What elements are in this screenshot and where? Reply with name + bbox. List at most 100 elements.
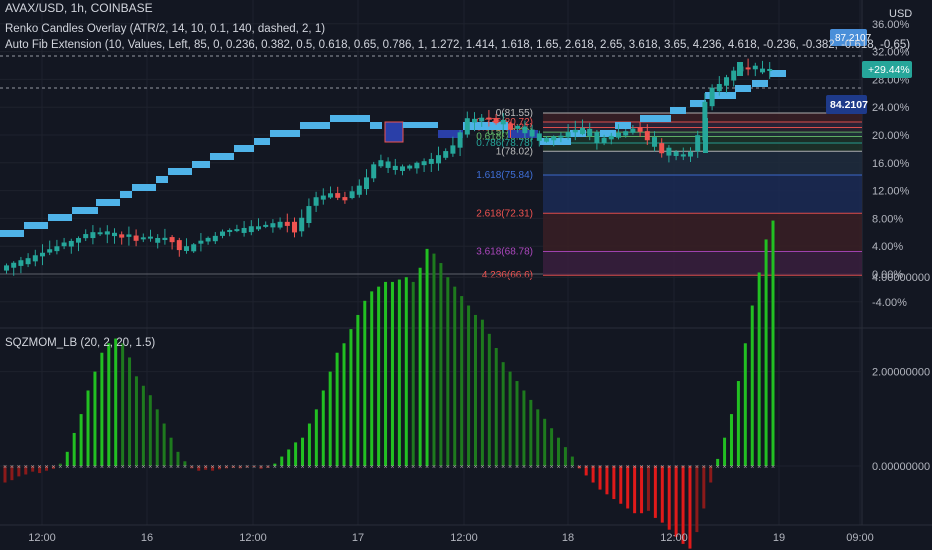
momentum-bar bbox=[10, 466, 14, 481]
candle-body bbox=[436, 155, 441, 164]
candle-body bbox=[688, 151, 693, 157]
renko-indicator-label[interactable]: Renko Candles Overlay (ATR/2, 14, 10, 0.… bbox=[5, 23, 326, 35]
fib-zone bbox=[543, 213, 862, 252]
candle-body bbox=[572, 129, 578, 133]
squeeze-dot: × bbox=[231, 464, 235, 471]
momentum-bar bbox=[557, 437, 561, 466]
candle-body bbox=[536, 133, 542, 141]
renko-brick bbox=[752, 80, 768, 87]
momentum-bar bbox=[626, 466, 630, 509]
y-axis-label: 36.00% bbox=[872, 19, 910, 31]
momentum-bar bbox=[487, 333, 491, 466]
squeeze-dot: × bbox=[17, 464, 21, 471]
renko-brick bbox=[48, 214, 72, 221]
squeeze-dot: × bbox=[72, 464, 76, 471]
squeeze-dot: × bbox=[460, 464, 464, 471]
badge-price-bg bbox=[826, 95, 867, 114]
renko-brick bbox=[330, 115, 348, 122]
fib-level-label: 2.618(72.31) bbox=[476, 208, 533, 219]
renko-brick bbox=[96, 199, 120, 206]
momentum-bar bbox=[633, 466, 637, 514]
candle-body bbox=[76, 238, 81, 243]
renko-brick bbox=[210, 153, 234, 160]
candle-body bbox=[148, 236, 153, 239]
squeeze-dot: × bbox=[439, 464, 443, 471]
momentum-bar bbox=[674, 466, 678, 537]
momentum-bar bbox=[743, 343, 747, 466]
momentum-bar bbox=[508, 371, 512, 466]
candle-body bbox=[155, 237, 161, 243]
momentum-bar bbox=[377, 286, 381, 466]
renko-brick bbox=[315, 122, 330, 129]
momentum-bar bbox=[100, 352, 104, 466]
squeeze-dot: × bbox=[709, 464, 713, 471]
squeeze-dot: × bbox=[646, 464, 650, 471]
squeeze-dot: × bbox=[626, 464, 630, 471]
renko-brick bbox=[370, 122, 382, 129]
squeeze-dot: × bbox=[176, 464, 180, 471]
squeeze-dot: × bbox=[563, 464, 567, 471]
fib-level-label: 0.786(78.78) bbox=[476, 138, 533, 149]
renko-brick bbox=[735, 85, 751, 92]
squeeze-dot: × bbox=[321, 464, 325, 471]
squeeze-dot: × bbox=[31, 464, 35, 471]
candle-body bbox=[443, 151, 449, 158]
renko-brick bbox=[254, 138, 270, 145]
squeeze-dot: × bbox=[674, 464, 678, 471]
squeeze-dot: × bbox=[3, 464, 7, 471]
momentum-bar bbox=[515, 381, 519, 466]
candle-body bbox=[428, 158, 434, 164]
momentum-bar bbox=[667, 466, 671, 530]
y-axis-label: 0.00% bbox=[872, 269, 903, 281]
momentum-bar bbox=[688, 466, 692, 549]
candle-body bbox=[486, 117, 492, 120]
squeeze-dot: × bbox=[543, 464, 547, 471]
candle-body bbox=[529, 129, 535, 137]
momentum-bar bbox=[418, 267, 422, 466]
momentum-bar bbox=[640, 466, 644, 514]
candle-body bbox=[457, 132, 463, 148]
squeeze-dot: × bbox=[211, 464, 215, 471]
momentum-bar bbox=[736, 381, 740, 466]
fib-level-label: 0.618(79.38) bbox=[476, 132, 533, 143]
squeeze-dot: × bbox=[639, 464, 643, 471]
candle-body bbox=[256, 226, 261, 230]
squeeze-dot: × bbox=[266, 464, 270, 471]
momentum-bar bbox=[681, 466, 685, 544]
candle-body bbox=[724, 77, 729, 86]
momentum-bar bbox=[252, 466, 256, 467]
sqzmom-indicator-label[interactable]: SQZMOM_LB (20, 2, 20, 1.5) bbox=[5, 337, 156, 349]
momentum-bar bbox=[702, 466, 706, 509]
candle-body bbox=[68, 240, 74, 247]
candle-body bbox=[263, 224, 269, 227]
candle-body bbox=[335, 193, 341, 198]
symbol-title[interactable]: AVAX/USD, 1h, COINBASE bbox=[5, 1, 153, 15]
fib-indicator-label[interactable]: Auto Fib Extension (10, Values, Left, 85… bbox=[5, 39, 911, 51]
squeeze-dot: × bbox=[501, 464, 505, 471]
squeeze-dot: × bbox=[480, 464, 484, 471]
squeeze-dot: × bbox=[307, 464, 311, 471]
renko-brick-down bbox=[508, 130, 538, 138]
candle-body bbox=[464, 118, 470, 135]
renko-brick bbox=[24, 222, 48, 229]
candle-body bbox=[169, 237, 175, 243]
squeeze-dot: × bbox=[252, 464, 256, 471]
x-axis-label: 12:00 bbox=[28, 532, 56, 544]
candle-body bbox=[587, 128, 593, 137]
y-axis-label: 32.00% bbox=[872, 47, 910, 59]
momentum-bar bbox=[446, 277, 450, 466]
squeeze-dot: × bbox=[217, 464, 221, 471]
squeeze-dot: × bbox=[162, 464, 166, 471]
candle-body bbox=[731, 70, 737, 81]
renko-brick bbox=[570, 130, 586, 137]
candle-body bbox=[421, 161, 427, 166]
momentum-bar bbox=[460, 296, 464, 466]
candle-body bbox=[320, 195, 326, 200]
momentum-bar bbox=[197, 466, 201, 471]
momentum-bar bbox=[224, 466, 228, 469]
squeeze-dot: × bbox=[300, 464, 304, 471]
squeeze-dot: × bbox=[383, 464, 387, 471]
candle-body bbox=[508, 123, 513, 130]
momentum-bar bbox=[563, 447, 567, 466]
